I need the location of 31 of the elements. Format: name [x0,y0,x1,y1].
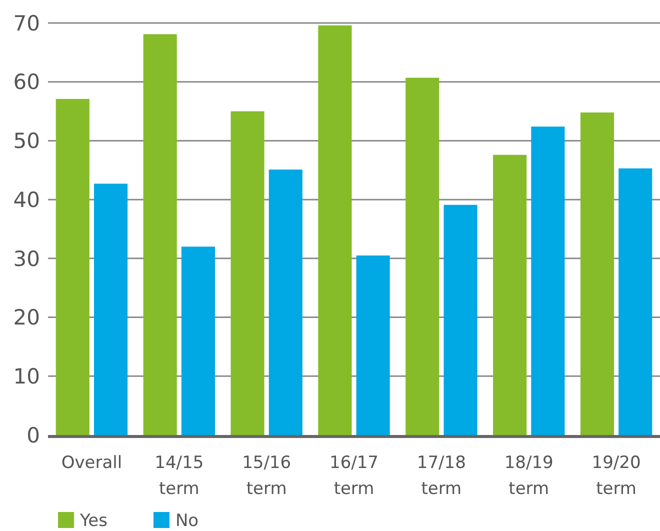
bar [143,34,177,435]
legend-label: Yes [79,510,108,531]
bar [444,204,478,435]
bar [318,25,352,435]
x-tick-label: Overall [61,453,122,473]
bar [618,168,652,435]
x-tick-label: 17/18 term [416,453,466,499]
y-tick-label: 30 [13,246,40,271]
bar [580,112,614,435]
y-tick-label: 20 [13,306,40,330]
x-tick-label: 16/17 term [330,453,378,499]
y-tick-label: 0 [26,423,40,448]
bar [94,184,128,435]
x-tick-label: 18/19 term [504,453,554,499]
x-tick-label: 14/15 term [154,453,204,499]
bar [230,111,264,435]
x-tick-label: 15/16 term [242,453,292,499]
y-tick-label: 50 [13,129,40,154]
x-tick-label: 19/20 term [592,453,641,499]
y-tick-label: 40 [13,188,40,212]
legend-label: No [175,510,199,531]
bar [493,154,527,435]
bar [406,78,440,435]
y-tick-label: 10 [13,364,40,388]
bar [56,98,90,435]
bar [356,255,390,435]
y-tick-label: 70 [13,11,40,36]
bar [181,246,215,435]
bar [268,170,302,435]
bar [531,126,565,435]
y-tick-label: 60 [13,70,40,94]
